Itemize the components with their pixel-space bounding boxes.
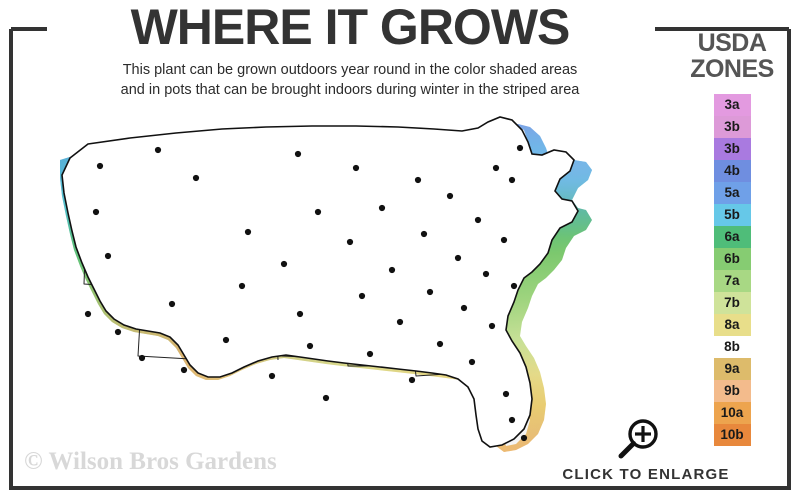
map-container[interactable] xyxy=(26,108,666,468)
legend-swatch-8b: 8b xyxy=(724,339,740,354)
legend-title: USDA ZONES xyxy=(676,30,788,82)
legend-swatch-6b: 6b xyxy=(713,248,751,270)
watermark: © Wilson Bros Gardens xyxy=(24,448,277,475)
legend-swatch-3a: 3a xyxy=(713,94,751,116)
legend-title-line-2: ZONES xyxy=(690,55,774,83)
subtitle: This plant can be grown outdoors year ro… xyxy=(30,60,670,100)
usda-zone-map[interactable] xyxy=(26,108,666,468)
legend-swatch-4b: 4b xyxy=(713,160,751,182)
legend-swatch-10a: 10a xyxy=(713,402,751,424)
legend-swatch-8a: 8a xyxy=(713,314,751,336)
legend-swatch-9b: 9b xyxy=(713,380,751,402)
page-title: WHERE IT GROWS xyxy=(130,0,571,55)
usda-zones-legend: USDA ZONES 3a 3b 3b 4b 5a 5b 6a 6b 7a 7b 8a 8b 9a 9b 1… xyxy=(676,30,788,446)
subtitle-line-1: This plant can be grown outdoors year ro… xyxy=(122,62,578,78)
magnifier-plus-icon[interactable] xyxy=(614,418,662,460)
city-dots xyxy=(84,144,528,442)
legend-swatch-7b: 7b xyxy=(713,292,751,314)
legend-swatch-list: 3a 3b 3b 4b 5a 5b 6a 6b 7a 7b 8a 8b 9a 9b 10a 10b xyxy=(676,94,788,446)
legend-swatch-7a: 7a xyxy=(713,270,751,292)
legend-swatch-10b: 10b xyxy=(713,424,751,446)
legend-swatch-6a: 6a xyxy=(713,226,751,248)
legend-swatch-5a: 5a xyxy=(713,182,751,204)
legend-title-line-1: USDA xyxy=(697,29,767,57)
click-to-enlarge-label[interactable]: CLICK TO ENLARGE xyxy=(562,466,730,483)
legend-swatch-3b-1: 3b xyxy=(713,116,751,138)
legend-swatch-9a: 9a xyxy=(713,358,751,380)
legend-swatch-5b: 5b xyxy=(713,204,751,226)
subtitle-line-2: and in pots that can be brought indoors … xyxy=(120,82,580,98)
legend-swatch-3b-2: 3b xyxy=(713,138,751,160)
